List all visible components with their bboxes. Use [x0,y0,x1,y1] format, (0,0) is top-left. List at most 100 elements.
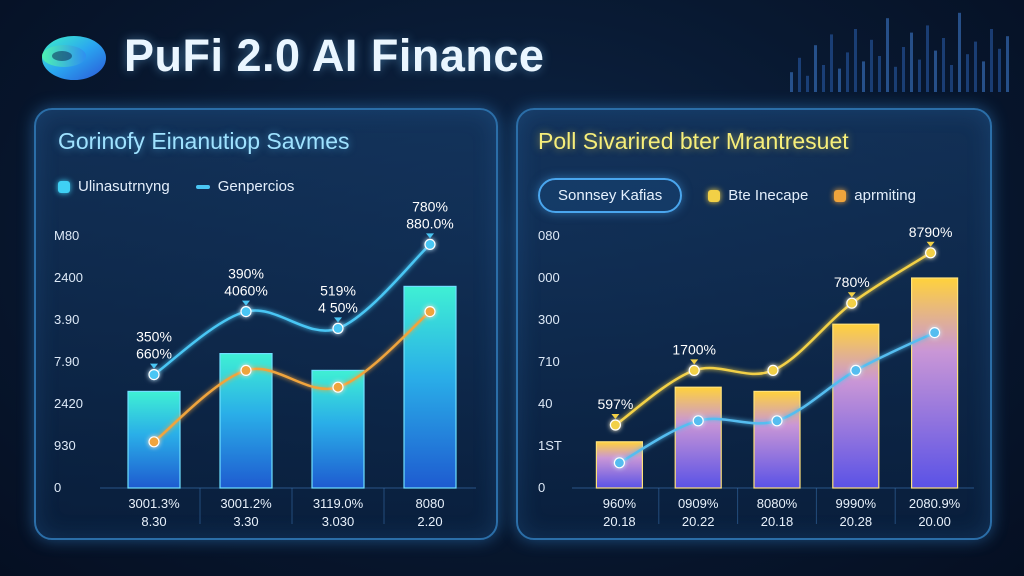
legend-label: Genpercios [217,178,295,195]
right-bar-line-chart: 0 1ST 40 710 300 000 080 597% 1700% 780% 8790% 960%… [538,224,974,529]
y-tick-label: 930 [54,438,76,453]
data-point[interactable] [767,364,779,376]
right-chart-title: Poll Sivarired bter Mrantresuet [538,128,849,154]
data-label: 780% [412,198,448,214]
x-tick-label: 20.28 [840,514,873,529]
legend-swatch-icon [834,189,847,202]
data-point[interactable] [240,364,252,376]
spike-decoration [982,61,985,92]
data-label: 390% [228,266,264,282]
label-pointer-icon [611,414,620,419]
label-pointer-icon [847,292,856,298]
y-tick-label: 710 [538,354,560,369]
data-label: 780% [834,274,870,290]
data-label: 4060% [224,283,268,299]
spike-decoration [958,12,961,92]
legend-swatch-icon [58,180,70,193]
app-header: PuFi 2.0 AI Finance [34,24,544,88]
app-title: PuFi 2.0 AI Finance [124,30,545,81]
data-point[interactable] [925,247,937,259]
bar[interactable] [403,285,457,489]
data-point[interactable] [850,364,862,376]
spike-decoration [910,32,913,92]
x-tick-label: 2.20 [417,514,442,529]
x-tick-label: 9990% [836,496,877,511]
x-tick-label: 20.18 [603,514,636,529]
data-point[interactable] [148,369,160,381]
data-label: 880.0% [406,215,453,231]
data-point[interactable] [688,364,700,376]
data-point[interactable] [332,322,344,334]
data-label: 350% [136,329,172,345]
label-pointer-icon [690,359,699,365]
spike-decoration [846,52,849,92]
data-label: 8790% [909,224,953,240]
y-tick-label: 300 [538,312,560,327]
legend-item-series-1[interactable]: Ulinasutrnyng [58,178,170,195]
bar[interactable] [832,323,880,489]
data-label: 1700% [672,341,716,357]
y-tick-label: 40 [538,396,552,411]
x-tick-label: 3001.2% [220,496,272,511]
spike-decoration [950,65,953,92]
legend-line-icon [195,184,210,189]
data-label: 4 50% [318,299,358,315]
legend-swatch-icon [708,189,721,202]
spike-decoration [814,45,817,92]
y-tick-label: 3.90 [54,312,79,327]
label-pointer-icon [426,233,434,239]
bar[interactable] [753,390,801,489]
bar[interactable] [911,277,959,489]
data-point[interactable] [929,327,941,339]
spike-decoration [902,47,905,92]
data-point[interactable] [424,238,436,250]
legend-item-series-2[interactable]: Genpercios [195,178,295,195]
label-pointer-icon [334,317,342,323]
legend-item-series-1[interactable]: Bte Inecape [708,187,808,204]
x-tick-label: 3119.0% [313,496,364,511]
spike-decoration [998,48,1001,92]
data-point[interactable] [424,306,436,318]
data-point[interactable] [332,381,344,393]
y-tick-label: 1ST [538,438,562,453]
spike-decoration [854,29,857,92]
bar[interactable] [219,353,273,489]
x-tick-label: 20.22 [682,514,715,529]
spike-decoration [934,50,937,92]
y-tick-label: M80 [54,228,79,243]
series-line [153,243,431,376]
summary-filter-button[interactable]: Sonnsey Kafias [538,178,683,213]
spike-decoration [798,57,801,92]
bar[interactable] [674,386,722,489]
spike-decoration [974,41,977,92]
y-tick-label: 0 [538,480,545,495]
spike-decoration [1006,36,1009,92]
data-point[interactable] [609,419,622,431]
data-point[interactable] [148,436,160,448]
x-tick-label: 2080.9% [909,496,961,511]
spike-decoration [830,34,833,92]
spike-decoration [990,29,993,92]
data-point[interactable] [692,415,704,427]
spike-decoration [862,61,865,92]
data-point[interactable] [240,306,252,318]
y-tick-label: 7.90 [54,354,79,369]
data-point[interactable] [613,457,626,469]
infinity-logo-icon [42,36,106,80]
spike-decoration [822,65,825,92]
legend-item-series-2[interactable]: aprmiting [834,187,916,204]
label-pointer-icon [926,241,935,247]
series-line [153,310,431,443]
y-tick-label: 000 [538,270,560,285]
x-tick-label: 960% [603,496,637,511]
data-point[interactable] [771,415,783,427]
x-tick-label: 3.30 [233,514,258,529]
left-chart-title: Gorinofy Einanutiop Savmes [58,128,350,154]
spike-decoration [926,25,929,92]
savings-chart-panel: Gorinofy Einanutiop Savmes Ulinasutrnyng… [34,108,498,540]
y-tick-label: 080 [538,228,560,243]
data-point[interactable] [846,297,858,309]
legend-label: Bte Inecape [728,187,809,204]
x-tick-label: 8.30 [141,514,166,529]
